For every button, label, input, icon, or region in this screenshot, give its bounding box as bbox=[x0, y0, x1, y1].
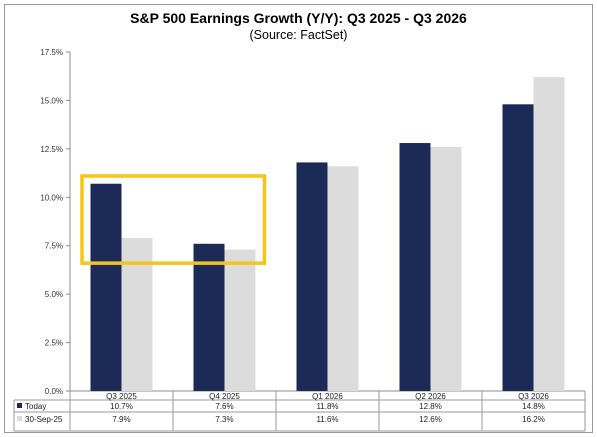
bar-30-sep-25 bbox=[533, 77, 565, 391]
legend-label-today: Today bbox=[25, 402, 46, 411]
chart-title: S&P 500 Earnings Growth (Y/Y): Q3 2025 -… bbox=[130, 10, 467, 26]
sep-value-label: 11.6% bbox=[316, 415, 338, 424]
highlight-box bbox=[80, 174, 267, 265]
x-category-label: Q4 2025 bbox=[209, 392, 240, 401]
legend-key-today bbox=[17, 403, 22, 408]
y-tick-label: 15.0% bbox=[40, 96, 63, 105]
y-tick-label: 0.0% bbox=[45, 387, 63, 396]
x-category-label: Q3 2025 bbox=[106, 392, 137, 401]
bar-today bbox=[193, 243, 225, 391]
chart-subtitle: (Source: FactSet) bbox=[249, 28, 348, 42]
x-category-label: Q2 2026 bbox=[415, 392, 446, 401]
today-value-label: 7.6% bbox=[215, 402, 233, 411]
legend-label-30-sep-25: 30-Sep-25 bbox=[25, 415, 63, 424]
legend-key-30-sep-25 bbox=[17, 416, 22, 421]
sep-value-label: 16.2% bbox=[522, 415, 545, 424]
y-tick-label: 2.5% bbox=[45, 339, 63, 348]
today-value-label: 11.8% bbox=[316, 402, 338, 411]
bar-today bbox=[399, 143, 431, 391]
bar-today bbox=[502, 104, 534, 391]
bar-today bbox=[296, 162, 328, 391]
sep-value-label: 12.6% bbox=[419, 415, 442, 424]
y-tick-label: 5.0% bbox=[45, 290, 63, 299]
today-value-label: 12.8% bbox=[419, 402, 442, 411]
y-tick-label: 17.5% bbox=[40, 48, 63, 57]
today-value-label: 10.7% bbox=[110, 402, 133, 411]
bar-30-sep-25 bbox=[121, 237, 153, 391]
x-category-label: Q3 2026 bbox=[518, 392, 549, 401]
bar-30-sep-25 bbox=[430, 146, 462, 391]
y-tick-label: 12.5% bbox=[40, 145, 63, 154]
y-tick-label: 7.5% bbox=[45, 242, 63, 251]
x-category-label: Q1 2026 bbox=[312, 392, 343, 401]
sep-value-label: 7.9% bbox=[112, 415, 130, 424]
today-value-label: 14.8% bbox=[522, 402, 545, 411]
y-tick-label: 10.0% bbox=[40, 193, 63, 202]
bar-30-sep-25 bbox=[327, 166, 359, 391]
sep-value-label: 7.3% bbox=[215, 415, 233, 424]
bar-today bbox=[90, 183, 122, 391]
bar-30-sep-25 bbox=[224, 249, 256, 391]
